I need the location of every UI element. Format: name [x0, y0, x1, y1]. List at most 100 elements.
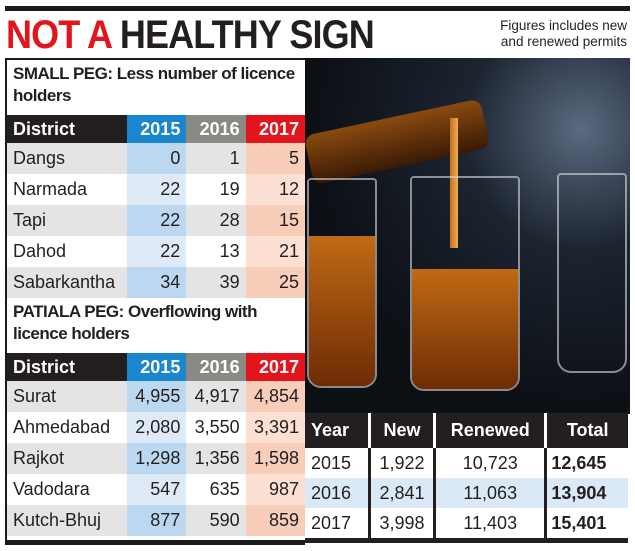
glass — [557, 173, 627, 373]
column-header: Total — [544, 413, 628, 448]
column-header: District — [7, 353, 127, 381]
district-panel: SMALL PEG: Less number of licence holder… — [5, 58, 305, 545]
table-cell: 1,922 — [367, 448, 435, 478]
table-row: Vadodara 547 635 987 — [7, 474, 305, 505]
district-table: District 2015 2016 2017 Surat 4,955 4,917 4,854… — [7, 353, 305, 536]
table-cell: 22 — [127, 174, 187, 205]
table-cell: 22 — [127, 236, 187, 267]
note-line: and renewed permits — [500, 34, 627, 49]
table-row: Tapi 22 28 15 — [7, 205, 305, 236]
table-cell: 590 — [186, 505, 246, 536]
table-cell: 2015 — [311, 452, 352, 473]
table-cell: 3,550 — [186, 412, 246, 443]
column-header: 2016 — [186, 115, 246, 143]
table-cell: 547 — [127, 474, 187, 505]
table-cell: 4,917 — [186, 381, 246, 412]
bottle — [305, 98, 491, 185]
header-row: Year New Renewed Total — [305, 413, 628, 448]
table-cell: 22 — [127, 205, 187, 236]
table-cell: Sabarkantha — [7, 267, 127, 298]
table-row: Rajkot 1,298 1,356 1,598 — [7, 443, 305, 474]
glass — [410, 176, 520, 391]
table-row: 2016 2,841 11,063 13,904 — [305, 478, 628, 508]
table-row: Dahod 22 13 21 — [7, 236, 305, 267]
table-cell: 2,841 — [367, 478, 435, 508]
table-row: Narmada 22 19 12 — [7, 174, 305, 205]
glass — [307, 178, 377, 388]
table-cell: 877 — [127, 505, 187, 536]
table-cell: 987 — [245, 474, 305, 505]
table-cell: Dangs — [7, 143, 127, 174]
column-header: 2016 — [186, 353, 246, 381]
header-row: District 2015 2016 2017 — [7, 353, 305, 381]
table-cell: 21 — [245, 236, 305, 267]
table-row: Kutch-Bhuj 877 590 859 — [7, 505, 305, 536]
table-cell: 4,854 — [245, 381, 305, 412]
headline: NOT A HEALTHY SIGN — [6, 13, 375, 57]
top-rule — [5, 6, 630, 11]
table-cell: 3,391 — [245, 412, 305, 443]
table-cell: 15 — [245, 205, 305, 236]
table-cell: 2017 — [311, 512, 352, 533]
table-cell: 1 — [186, 143, 246, 174]
table-cell: 859 — [245, 505, 305, 536]
table-cell: Surat — [7, 381, 127, 412]
table-cell: 19 — [186, 174, 246, 205]
section-title: PATIALA PEG: Overflowing with licence ho… — [13, 302, 257, 343]
table-cell: Rajkot — [7, 443, 127, 474]
column-header: New — [367, 413, 435, 448]
headline-dark: HEALTHY SIGN — [119, 13, 375, 57]
district-table: District 2015 2016 2017 Dangs 0 1 5 Narmada 22 19 1… — [7, 115, 305, 298]
table-cell: Kutch-Bhuj — [7, 505, 127, 536]
table-row: Surat 4,955 4,917 4,854 — [7, 381, 305, 412]
table-cell: 39 — [186, 267, 246, 298]
table-cell: 11,063 — [433, 478, 546, 508]
table-row: 2017 3,998 11,403 15,401 — [305, 508, 628, 538]
table-cell: 4,955 — [127, 381, 187, 412]
pour-stream — [450, 118, 458, 248]
column-header: District — [7, 115, 127, 143]
column-header: 2017 — [245, 353, 305, 381]
column-header: 2015 — [127, 115, 187, 143]
table-cell: 2,080 — [127, 412, 187, 443]
header-row: District 2015 2016 2017 — [7, 115, 305, 143]
table-cell: 13,904 — [544, 478, 628, 508]
table-cell: Vadodara — [7, 474, 127, 505]
column-header: 2015 — [127, 353, 187, 381]
headline-red: NOT A — [6, 13, 112, 57]
column-header: Renewed — [433, 413, 546, 448]
table-cell: 25 — [245, 267, 305, 298]
table-cell: 12 — [245, 174, 305, 205]
table-row: Sabarkantha 34 39 25 — [7, 267, 305, 298]
table-cell: 3,998 — [367, 508, 435, 538]
table-cell: 34 — [127, 267, 187, 298]
table-cell: 1,598 — [245, 443, 305, 474]
column-header: 2017 — [245, 115, 305, 143]
table-cell: 5 — [245, 143, 305, 174]
table-cell: Tapi — [7, 205, 127, 236]
table-cell: 12,645 — [544, 448, 628, 478]
table-cell: 28 — [186, 205, 246, 236]
footnote: Figures includes new and renewed permits — [500, 18, 627, 50]
table-row: Dangs 0 1 5 — [7, 143, 305, 174]
permits-table: Year New Renewed Total 2015 1,922 10,723 12,645… — [305, 413, 628, 538]
table-cell: 635 — [186, 474, 246, 505]
table-cell: 15,401 — [544, 508, 628, 538]
table-cell: 1,298 — [127, 443, 187, 474]
column-header: Year — [305, 413, 370, 448]
table-cell: 11,403 — [433, 508, 546, 538]
liquor-photo — [305, 58, 630, 414]
table-cell: 1,356 — [186, 443, 246, 474]
table-cell: Narmada — [7, 174, 127, 205]
note-line: Figures includes new — [500, 18, 627, 33]
table-cell: Ahmedabad — [7, 412, 127, 443]
table-cell: 2016 — [305, 478, 370, 508]
table-row: Ahmedabad 2,080 3,550 3,391 — [7, 412, 305, 443]
bottom-rule — [305, 538, 628, 543]
table-cell: 13 — [186, 236, 246, 267]
table-cell: 0 — [127, 143, 187, 174]
table-cell: 10,723 — [433, 448, 546, 478]
table-row: 2015 1,922 10,723 12,645 — [305, 448, 628, 478]
table-cell: Dahod — [7, 236, 127, 267]
section-title: SMALL PEG: Less number of licence holder… — [13, 64, 295, 105]
